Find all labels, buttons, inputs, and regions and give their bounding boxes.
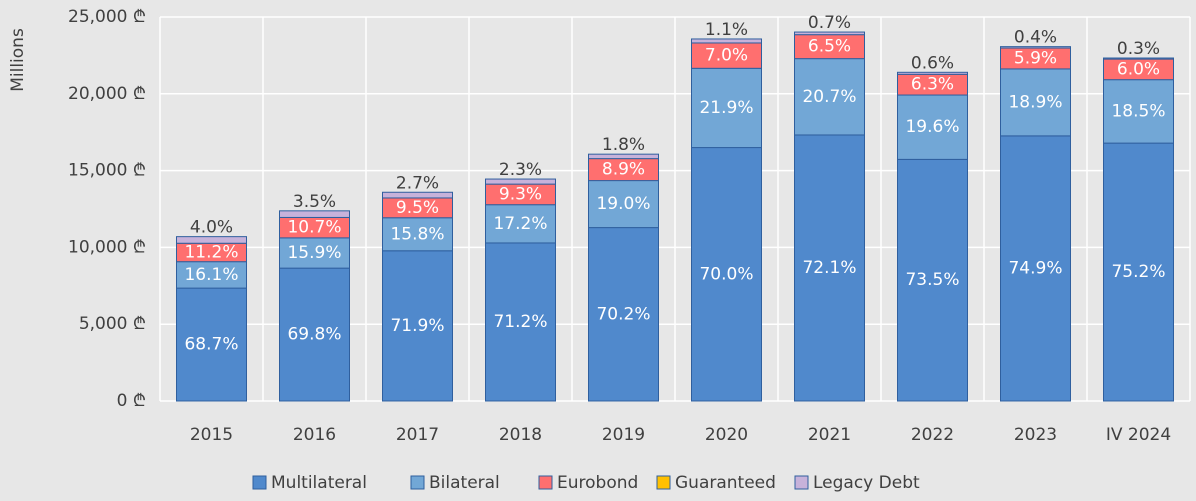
data-label: 0.6% (911, 53, 954, 73)
data-label: 68.7% (184, 335, 238, 355)
legend-swatch (252, 475, 267, 490)
legend-swatch (410, 475, 425, 490)
data-label: 0.7% (808, 13, 851, 33)
bar-segment (485, 204, 556, 244)
data-label: 0.4% (1014, 28, 1057, 48)
bar-segment (382, 217, 453, 252)
bar-segment (279, 210, 350, 218)
data-label: 72.1% (802, 258, 856, 278)
data-label: 71.9% (390, 316, 444, 336)
data-label: 19.0% (596, 194, 650, 214)
x-tick-label: 2018 (499, 425, 542, 445)
bar-segment (176, 261, 247, 289)
y-axis-label: Millions (8, 28, 28, 92)
y-tick-label: 15,000 ₾ (68, 161, 146, 181)
data-label: 10.7% (287, 218, 341, 238)
y-tick-label: 25,000 ₾ (68, 7, 146, 27)
data-label: 71.2% (493, 312, 547, 332)
x-tick-label: 2019 (602, 425, 645, 445)
data-label: 6.0% (1117, 59, 1160, 79)
y-tick-label: 5,000 ₾ (79, 314, 146, 334)
data-label: 11.2% (184, 242, 238, 262)
data-label: 21.9% (699, 98, 753, 118)
x-tick-label: 2015 (190, 425, 233, 445)
legend-swatch (794, 475, 809, 490)
data-label: 70.0% (699, 264, 753, 284)
data-label: 5.9% (1014, 48, 1057, 68)
y-tick-label: 10,000 ₾ (68, 237, 146, 257)
x-tick-label: 2020 (705, 425, 748, 445)
data-label: 18.9% (1008, 92, 1062, 112)
data-label: 15.9% (287, 243, 341, 263)
y-tick-label: 20,000 ₾ (68, 84, 146, 104)
data-label: 15.8% (390, 224, 444, 244)
bar-segment (588, 153, 659, 160)
legend-label: Multilateral (271, 473, 367, 493)
bar-segment (588, 227, 659, 402)
bar-segment (897, 158, 968, 402)
x-tick-label: IV 2024 (1106, 425, 1171, 445)
legend-swatch (538, 475, 553, 490)
data-label: 6.3% (911, 75, 954, 95)
bar-segment (1103, 57, 1174, 60)
data-label: 2.3% (499, 160, 542, 180)
data-label: 1.1% (705, 20, 748, 40)
bar-segment (897, 94, 968, 160)
x-tick-label: 2016 (293, 425, 336, 445)
legend-swatch (656, 475, 671, 490)
bar-segment (176, 236, 247, 244)
data-label: 3.5% (293, 192, 336, 212)
bar-segment (485, 242, 556, 402)
data-label: 70.2% (596, 304, 650, 324)
bar-segment (1000, 135, 1071, 402)
bar-segment (1000, 68, 1071, 137)
x-tick-label: 2017 (396, 425, 439, 445)
x-tick-label: 2021 (808, 425, 851, 445)
bar-segment (279, 237, 350, 269)
data-label: 18.5% (1111, 101, 1165, 121)
bar-segment (382, 250, 453, 402)
data-label: 0.3% (1117, 39, 1160, 59)
data-label: 20.7% (802, 87, 856, 107)
bar-segment (588, 180, 659, 229)
data-label: 7.0% (705, 46, 748, 66)
bar-segment (794, 134, 865, 402)
data-label: 19.6% (905, 117, 959, 137)
data-label: 74.9% (1008, 258, 1062, 278)
bar-segment (279, 267, 350, 402)
data-label: 69.8% (287, 325, 341, 345)
legend-label: Bilateral (429, 473, 500, 493)
bar-segment (794, 31, 865, 36)
data-label: 9.3% (499, 184, 542, 204)
y-tick-label: 0 ₾ (117, 391, 146, 411)
data-label: 73.5% (905, 270, 959, 290)
bar-segment (1103, 79, 1174, 144)
bar-segment (176, 287, 247, 402)
data-label: 4.0% (190, 218, 233, 238)
data-label: 6.5% (808, 37, 851, 57)
bar-segment (691, 38, 762, 44)
bar-segment (485, 178, 556, 185)
data-label: 9.5% (396, 198, 439, 218)
data-label: 16.1% (184, 265, 238, 285)
x-tick-label: 2022 (911, 425, 954, 445)
legend-label: Guaranteed (675, 473, 776, 493)
data-label: 17.2% (493, 214, 547, 234)
bar-segment (794, 58, 865, 136)
legend-label: Eurobond (557, 473, 638, 493)
data-label: 1.8% (602, 135, 645, 155)
bar-segment (897, 71, 968, 75)
data-label: 75.2% (1111, 262, 1165, 282)
x-tick-label: 2023 (1014, 425, 1057, 445)
data-label: 2.7% (396, 173, 439, 193)
legend-label: Legacy Debt (813, 473, 920, 493)
data-label: 8.9% (602, 160, 645, 180)
bar-segment (382, 191, 453, 199)
bar-segment (1000, 46, 1071, 49)
